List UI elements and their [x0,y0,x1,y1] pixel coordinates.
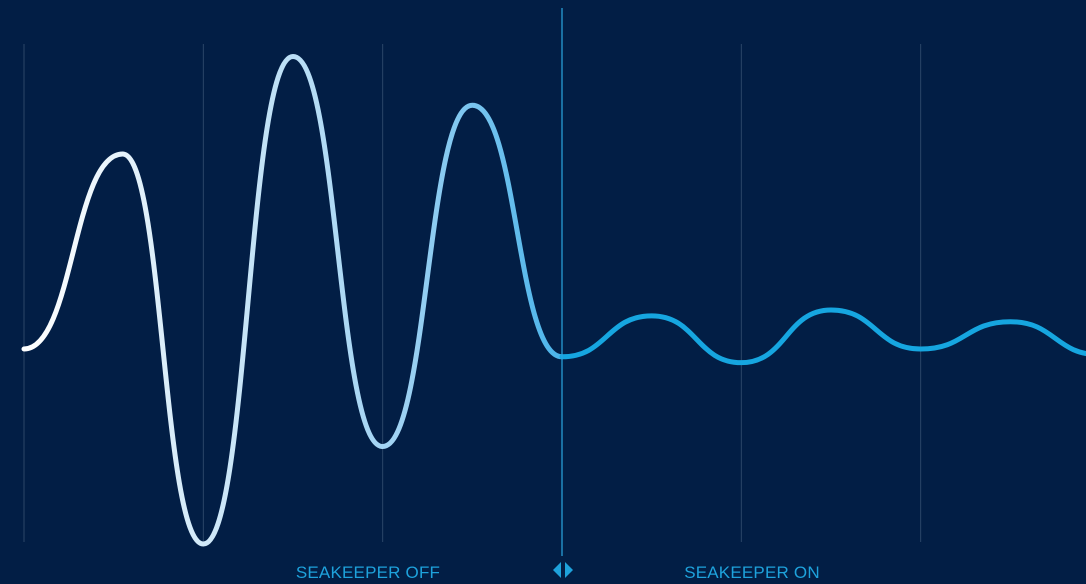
seakeeper-off-label: SEAKEEPER OFF [295,563,441,582]
right-arrow-icon [565,562,573,578]
seakeeper-on-wave-line [559,307,1086,366]
divider-handle-glyph [553,562,573,578]
wave-series [21,54,1086,547]
seakeeper-off-wave-line [21,54,565,547]
seakeeper-on-label: SEAKEEPER ON [684,563,820,582]
left-arrow-icon [553,562,561,578]
left-right-arrows-icon[interactable] [549,560,577,580]
